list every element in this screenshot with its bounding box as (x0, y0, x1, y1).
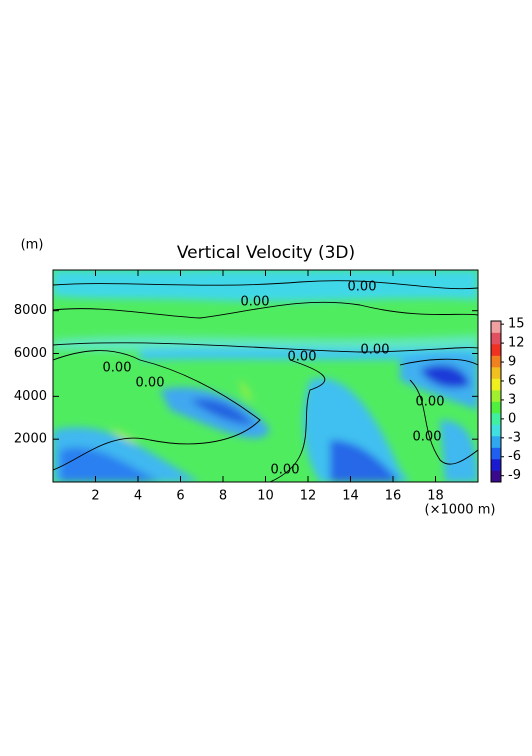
x-tick-label: 8 (219, 489, 227, 504)
colorbar-band (491, 390, 501, 402)
x-axis-label: (×1000 m) (425, 503, 496, 518)
colorbar-band (491, 436, 501, 448)
colorbar-tick-label: -6 (508, 449, 521, 464)
colorbar-band (491, 332, 501, 345)
colorbar-tick-label: 12 (508, 336, 525, 351)
colorbar-frame (490, 320, 502, 483)
contour-label: 0.00 (241, 295, 270, 310)
x-tick-label: 14 (342, 489, 359, 504)
colorbar-tick-label: -3 (508, 430, 521, 445)
x-tick-label: 16 (385, 489, 402, 504)
colorbar-tick-label: 15 (508, 317, 525, 332)
colorbar-tick-label: 6 (508, 373, 516, 388)
colorbar-tick-label: 0 (508, 411, 516, 426)
colorbar-tick-label: 9 (508, 355, 516, 370)
colorbar-band (491, 355, 501, 368)
contour-label: 0.00 (416, 395, 445, 410)
y-tick-label: 6000 (14, 346, 47, 361)
colorbar-band (491, 470, 501, 483)
x-tick-label: 10 (257, 489, 274, 504)
colorbar-band (491, 459, 501, 471)
x-tick-label: 2 (91, 489, 99, 504)
x-tick-label: 4 (134, 489, 142, 504)
contour-label: 0.00 (413, 430, 442, 445)
x-tick-label: 18 (427, 489, 444, 504)
contour-label: 0.00 (288, 350, 317, 365)
y-tick-label: 4000 (14, 389, 47, 404)
x-tick-label: 12 (300, 489, 317, 504)
contour-label: 0.00 (103, 361, 132, 376)
y-tick-label: 2000 (14, 432, 47, 447)
field (53, 270, 478, 482)
contour-label: 0.00 (348, 280, 377, 295)
colorbar-band (491, 413, 501, 425)
contour-label: 0.00 (136, 376, 165, 391)
colorbar-band (491, 424, 501, 437)
colorbar-tick-label: 3 (508, 392, 516, 407)
y-axis-label: (m) (21, 238, 44, 253)
colorbar-band (491, 344, 501, 356)
colorbar-band (491, 447, 501, 460)
x-tick-label: 6 (176, 489, 184, 504)
colorbar-tick-label: -9 (508, 468, 521, 483)
chart-title: Vertical Velocity (3D) (177, 243, 355, 263)
contour-label: 0.00 (271, 463, 300, 478)
y-tick-label: 8000 (14, 303, 47, 318)
colorbar-band (491, 367, 501, 379)
colorbar-band (491, 378, 501, 391)
colorbar-band (491, 321, 501, 333)
contour-label: 0.00 (361, 343, 390, 358)
colorbar-band (491, 401, 501, 414)
